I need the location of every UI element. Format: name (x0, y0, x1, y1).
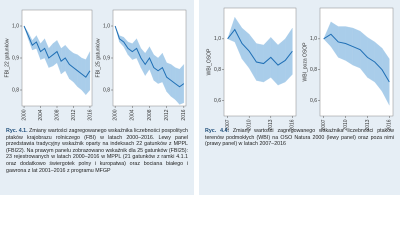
caption-label: Ryc. 4.1. (6, 128, 28, 134)
x-tick-label: 2016 (181, 109, 187, 120)
x-tick-label: 2007 (321, 119, 327, 130)
y-axis-title: FBI_22 gatunków (4, 38, 10, 77)
y-tick-label: 0,8 (310, 67, 317, 73)
y-axis-title: WBI_poza OSOP (302, 42, 308, 82)
confidence-band (179, 64, 185, 105)
x-tick-label: 2013 (365, 119, 371, 130)
caption: Ryc. 4.1. Zmiany wartości zagregowanego … (6, 128, 188, 174)
y-tick-label: 1,0 (214, 36, 221, 42)
index-line (227, 28, 293, 66)
caption-text: Zmiany wartości zagregowanego wskaźnika … (6, 128, 188, 174)
x-tick-label: 2013 (268, 119, 274, 130)
confidence-band (277, 38, 286, 86)
page: 0,8 0,9 1,0 2000 2004 2008 2012 2016 FBI_22 gatu… (0, 0, 400, 195)
index-line (114, 25, 185, 88)
x-tick-label: 2008 (54, 109, 60, 120)
x-tick-label: 2007 (225, 119, 231, 130)
y-axis-title: WBI_OSOP (206, 48, 212, 75)
x-tick-label: 2004 (130, 109, 136, 120)
x-tick-label: 2000 (112, 109, 118, 120)
index-line (323, 33, 390, 83)
y-tick-label: 0,8 (214, 67, 221, 73)
x-tick-label: 2016 (290, 119, 296, 130)
x-tick-label: 2004 (38, 109, 44, 120)
x-tick-label: 2016 (387, 119, 393, 130)
caption: Ryc. 4.4. Zmiany wartości zagregowanego … (205, 128, 394, 148)
x-tick-label: 2008 (147, 109, 153, 120)
y-tick-label: 0,8 (12, 87, 19, 93)
y-tick-label: 0,6 (310, 98, 317, 104)
y-tick-label: 0,6 (214, 98, 221, 104)
y-tick-label: 0,9 (103, 55, 110, 61)
confidence-band (263, 36, 271, 83)
x-tick-label: 2000 (21, 109, 27, 120)
y-axis-title: FBI_25 gatunków (95, 38, 101, 77)
x-tick-label: 2012 (71, 109, 77, 120)
x-tick-label: 2010 (247, 119, 253, 130)
x-tick-label: 2016 (87, 109, 93, 120)
caption-label: Ryc. 4.4. (205, 128, 229, 134)
x-tick-label: 2010 (343, 119, 349, 130)
y-tick-label: 1,0 (12, 23, 19, 29)
y-tick-label: 0,9 (12, 55, 19, 61)
y-tick-label: 1,0 (103, 23, 110, 29)
x-tick-label: 2012 (164, 109, 170, 120)
caption-text: Zmiany wartości zagregowanego wskaźnika … (205, 128, 394, 148)
charts: 0,8 0,9 1,0 2000 2004 2008 2012 2016 FBI_22 gatu… (4, 7, 394, 131)
y-tick-label: 1,0 (310, 36, 317, 42)
y-tick-label: 0,8 (103, 87, 110, 93)
index-line (23, 25, 91, 78)
